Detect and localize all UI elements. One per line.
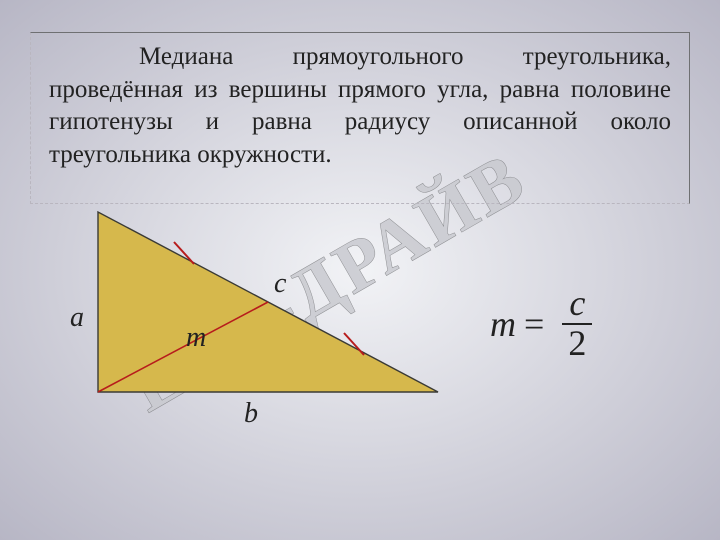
label-c: c (274, 268, 286, 300)
slide: ЕГЭ-ДРАЙВ ЕГЭ-ДРАЙВ Медиана прямоугольно… (0, 0, 720, 540)
triangle-figure (48, 202, 448, 422)
label-a: a (70, 302, 84, 334)
formula-fraction: c 2 (562, 285, 592, 363)
formula-lhs: m (490, 303, 516, 345)
formula-denominator: 2 (562, 325, 592, 363)
formula: m = c 2 (490, 285, 592, 363)
theorem-text: Медиана прямоугольного треугольника, про… (49, 41, 671, 171)
formula-numerator: c (563, 285, 591, 323)
label-b: b (244, 398, 258, 430)
theorem-textbox: Медиана прямоугольного треугольника, про… (30, 32, 690, 204)
formula-eq: = (524, 303, 544, 345)
label-m: m (186, 322, 206, 354)
